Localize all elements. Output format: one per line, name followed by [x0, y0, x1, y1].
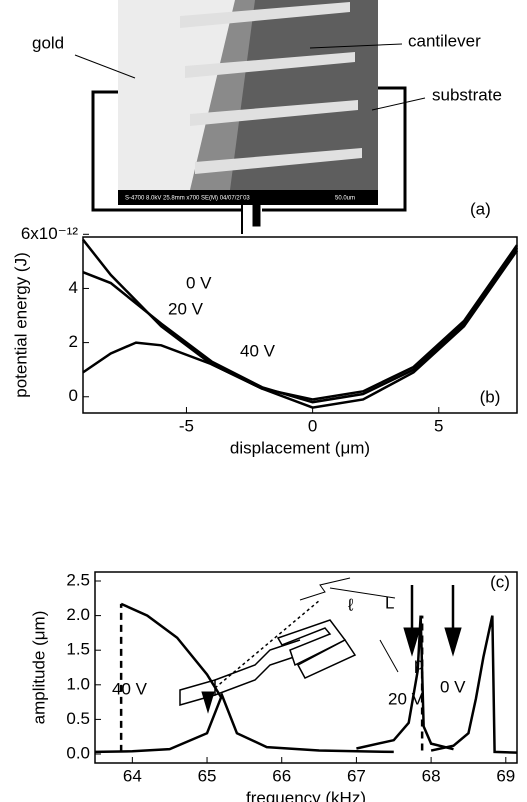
series-label: 0 V — [186, 273, 212, 292]
annotation: L — [385, 593, 394, 612]
label-cantilever: cantilever — [408, 31, 481, 50]
arrows — [201, 585, 462, 714]
annotation: ℓ — [347, 595, 354, 614]
panel-label: (a) — [470, 199, 491, 218]
x-tick-label: 5 — [434, 416, 443, 435]
x-tick-label: 64 — [123, 766, 142, 785]
x-axis-label: displacement (μm) — [230, 438, 370, 457]
panel-label: (b) — [480, 387, 501, 406]
data-line — [82, 247, 519, 404]
plot-frame — [82, 236, 518, 414]
x-tick-label: 0 — [308, 416, 317, 435]
inset-cantilever — [179, 577, 399, 706]
x-axis-label: frequency (kHz) — [246, 788, 366, 802]
x-tick-label: 68 — [422, 766, 441, 785]
label-substrate: substrate — [432, 85, 502, 104]
series-label: 40 V — [240, 341, 276, 360]
circuit — [74, 43, 426, 234]
data-line — [120, 602, 224, 700]
micrograph: S-4700 8.0kV 25.8mm x700 SE(M) 04/07/200… — [118, 0, 378, 205]
data-line — [356, 615, 454, 751]
y-tick-label: 0.0 — [66, 743, 90, 762]
data-line — [430, 615, 518, 754]
x-tick-label: 67 — [347, 766, 366, 785]
data-line — [82, 249, 519, 409]
panel-label: (c) — [490, 572, 510, 591]
y-tick-label: 1.0 — [66, 674, 90, 693]
data-line — [94, 691, 394, 754]
annotation: 20 V — [388, 689, 424, 708]
y-axis-label: amplitude (μm) — [29, 611, 48, 725]
y-tick-label: 6x10⁻¹² — [21, 224, 78, 243]
plot-frame — [94, 571, 518, 764]
y-tick-label: 0 — [69, 386, 78, 405]
data-line — [82, 238, 519, 401]
y-tick-label: 2.0 — [66, 605, 90, 624]
x-tick-label: 66 — [272, 766, 291, 785]
y-axis-label: potential energy (J) — [11, 252, 30, 398]
y-tick-label: 0.5 — [66, 709, 90, 728]
x-tick-label: -5 — [179, 416, 194, 435]
x-tick-label: 69 — [496, 766, 515, 785]
micrograph-info: S-4700 8.0kV 25.8mm x700 SE(M) 04/07/200… — [125, 196, 250, 202]
scale-bar: 50.0um — [335, 196, 355, 202]
annotation: 0 V — [440, 677, 466, 696]
x-tick-label: 65 — [198, 766, 217, 785]
y-tick-label: 4 — [69, 278, 78, 297]
series-label: 20 V — [168, 299, 204, 318]
label-gold: gold — [32, 33, 64, 52]
y-tick-label: 1.5 — [66, 640, 90, 659]
annotation: 40 V — [112, 679, 148, 698]
arrow-40v — [201, 691, 215, 714]
annotation: p — [414, 654, 423, 673]
y-tick-label: 2 — [69, 332, 78, 351]
y-tick-label: 2.5 — [66, 570, 90, 589]
